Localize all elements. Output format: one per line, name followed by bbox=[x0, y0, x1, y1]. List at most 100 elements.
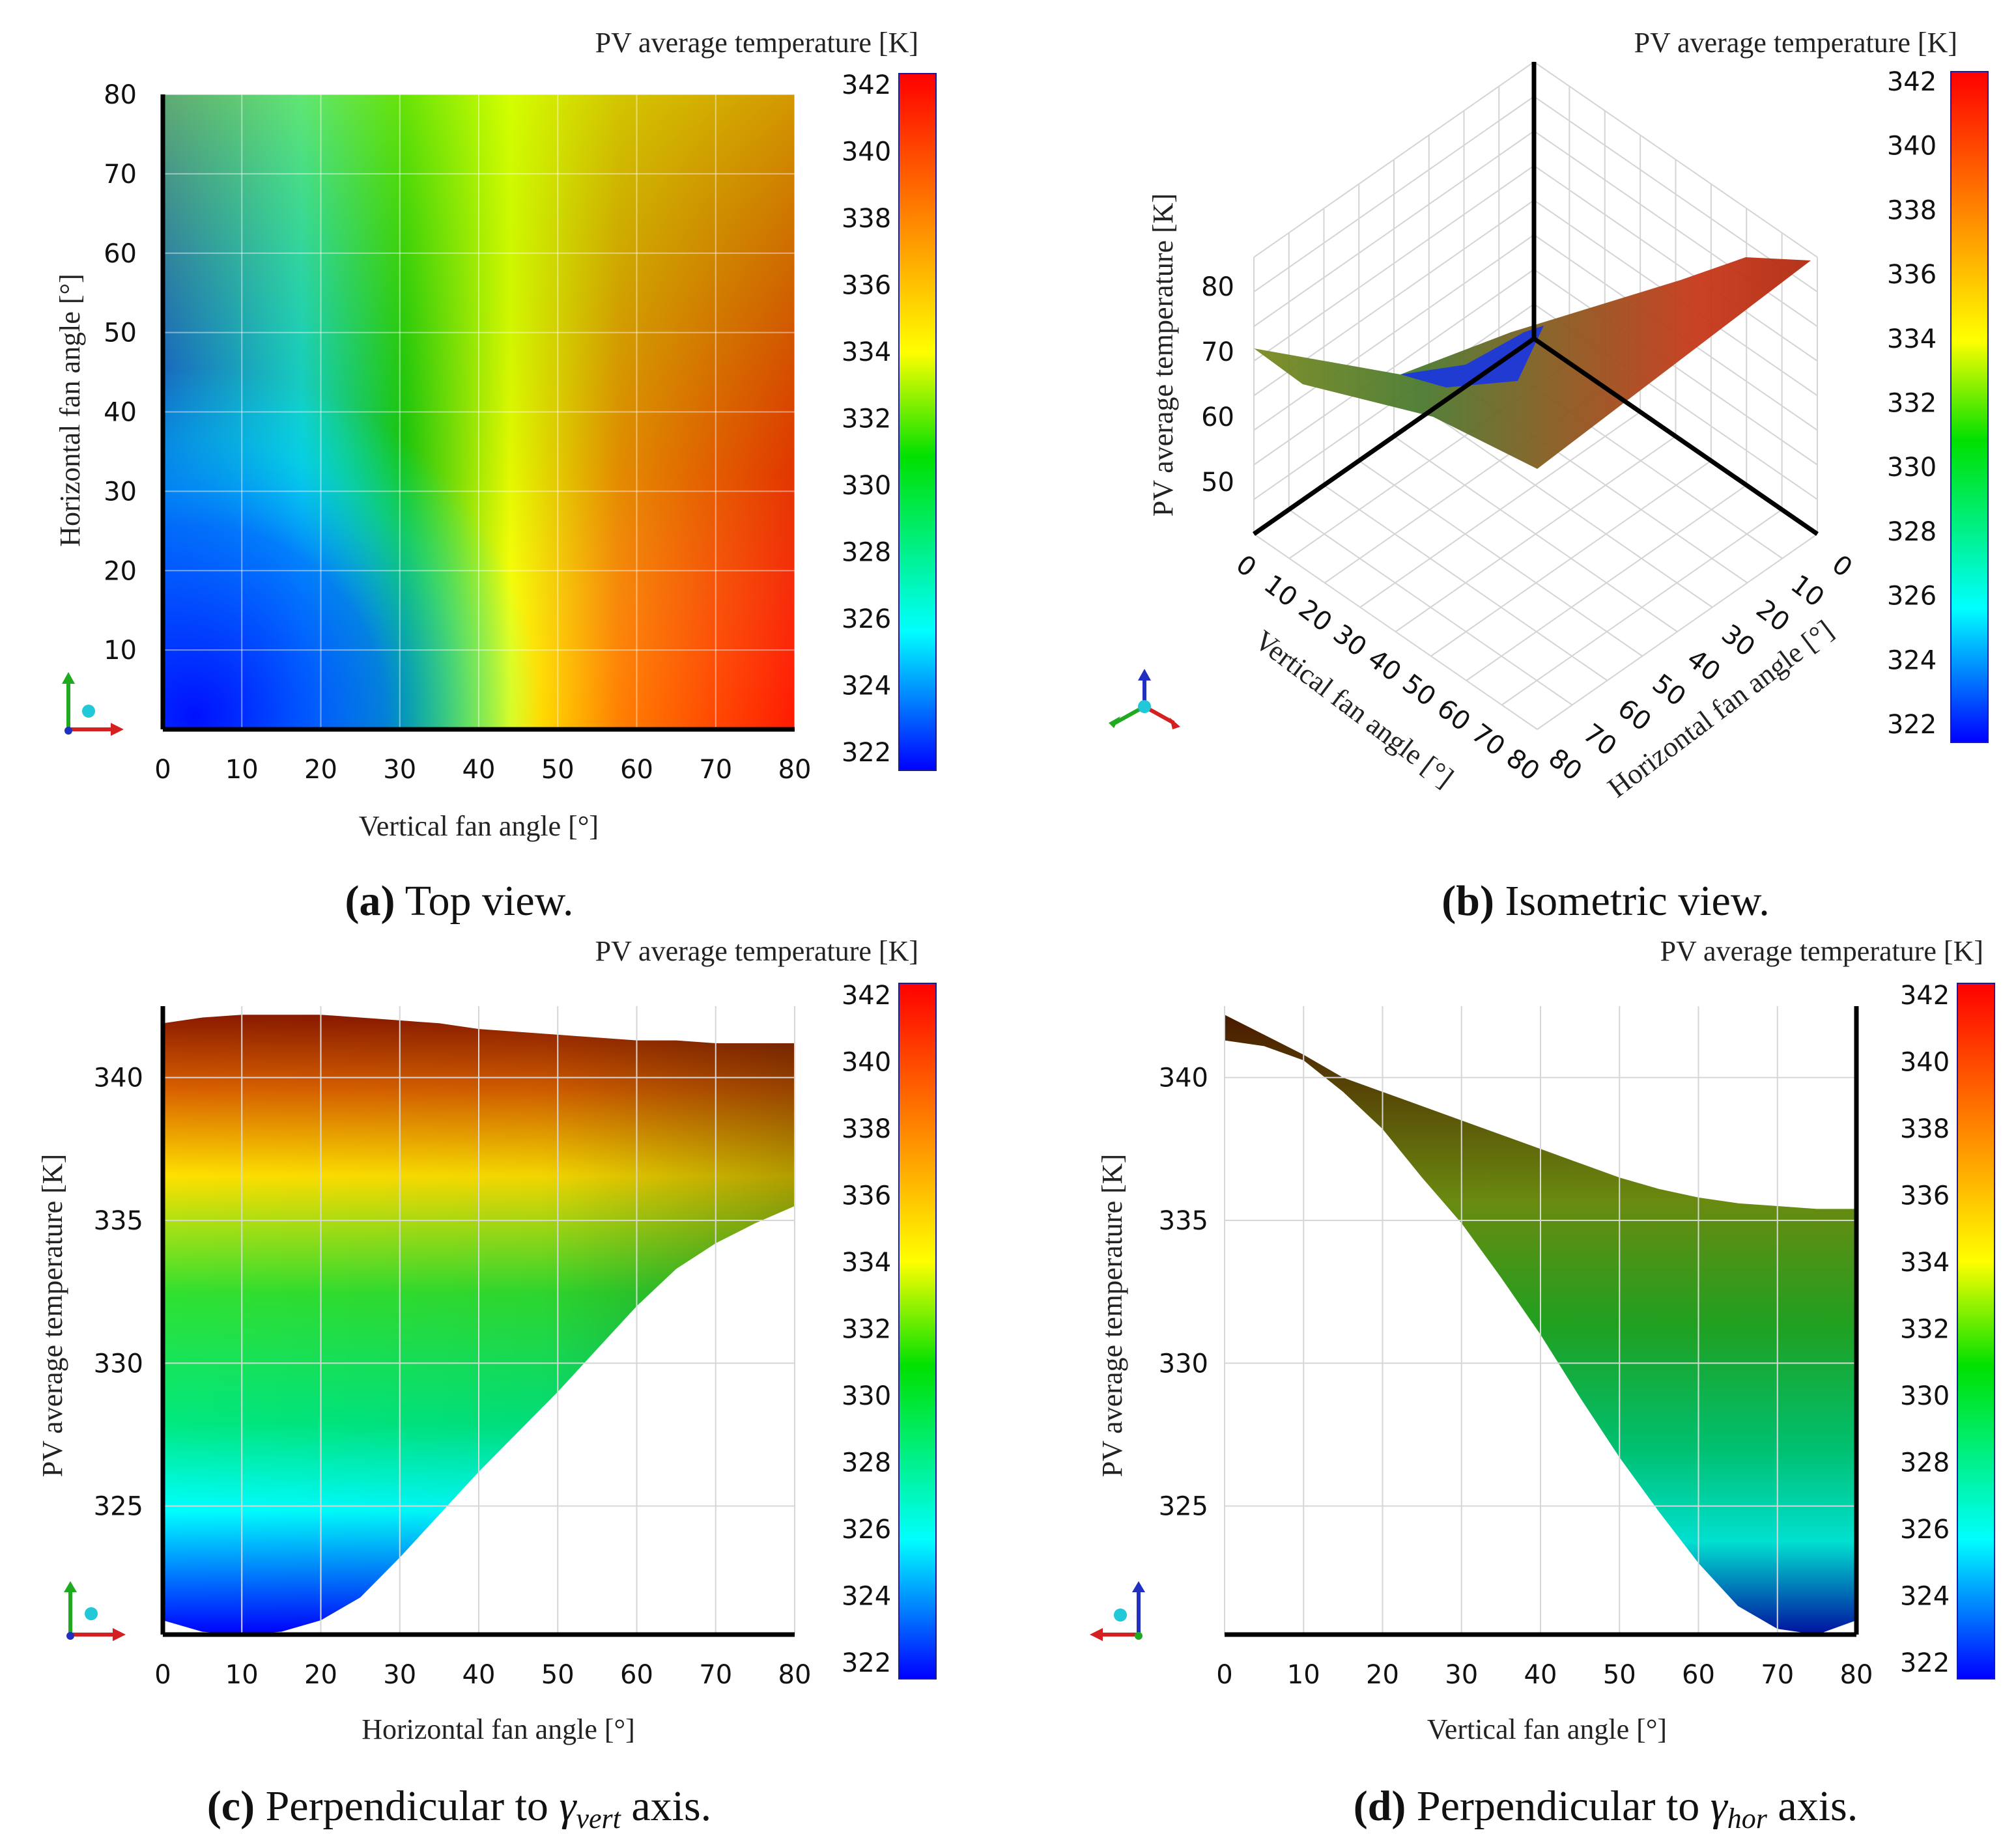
grid bbox=[1224, 1006, 1857, 1635]
colorbar-tick-label: 336 bbox=[842, 1181, 891, 1211]
y-tick-label: 0 bbox=[1826, 550, 1858, 583]
x-tick-label: 50 bbox=[1603, 1660, 1636, 1690]
colorbar-tick-label: 328 bbox=[842, 538, 891, 568]
colorbar-gradient bbox=[898, 983, 937, 1679]
x-tick-label: 40 bbox=[1524, 1660, 1557, 1690]
wall-grid-line bbox=[1253, 268, 1535, 466]
y-tick-label: 30 bbox=[104, 477, 137, 507]
colorbar: PV average temperature [K] 342 340 338 336 3… bbox=[595, 935, 937, 1679]
colorbar-tick-label: 322 bbox=[842, 1648, 891, 1678]
heatmap-blue-region bbox=[163, 94, 795, 729]
y-tick-label: 330 bbox=[94, 1349, 143, 1379]
x-tick-label: 60 bbox=[620, 755, 653, 785]
x-tick-label: 70 bbox=[699, 1660, 732, 1690]
x-tick-label: 80 bbox=[778, 1660, 812, 1690]
caption-a: (a) Top view. bbox=[345, 877, 574, 925]
y-tick-label: 10 bbox=[1785, 569, 1830, 613]
x-tick-labels: 0 10 20 30 40 50 60 70 80 bbox=[1216, 1660, 1873, 1690]
floor-grid-line bbox=[1253, 533, 1538, 730]
colorbar: PV average temperature [K] 342 340 338 336 3… bbox=[1634, 27, 1989, 743]
colorbar-tick-label: 340 bbox=[842, 137, 891, 167]
caption-symbol: γ bbox=[559, 1782, 577, 1830]
z-axis-label: PV average temperature [K] bbox=[1147, 193, 1179, 516]
x-tick-label: 40 bbox=[462, 755, 496, 785]
x-tick-label: 30 bbox=[1327, 619, 1372, 662]
x-tick-label: 0 bbox=[1230, 550, 1262, 583]
y-tick-label: 60 bbox=[104, 239, 137, 269]
colorbar-tick-label: 330 bbox=[842, 471, 891, 501]
colorbar-title: PV average temperature [K] bbox=[595, 935, 918, 967]
colorbar: PV average temperature [K] 342 340 338 336 3… bbox=[1660, 935, 1995, 1679]
colorbar-tick-label: 342 bbox=[842, 70, 891, 100]
colorbar-tick-label: 328 bbox=[1900, 1448, 1950, 1478]
colorbar-gradient bbox=[1950, 71, 1989, 743]
y-tick-label: 80 bbox=[1543, 743, 1587, 787]
y-tick-label: 20 bbox=[104, 556, 137, 586]
floor-grid-line bbox=[1501, 509, 1783, 706]
caption-after: axis. bbox=[621, 1782, 711, 1830]
wall-grid-line bbox=[1253, 130, 1535, 328]
y-tick-label: 330 bbox=[1159, 1349, 1208, 1379]
colorbar-tick-label: 326 bbox=[842, 604, 891, 634]
colorbar-tick-label: 342 bbox=[1900, 981, 1950, 1011]
axis-triad-icon bbox=[64, 1581, 126, 1641]
x-tick-label: 20 bbox=[1293, 594, 1337, 638]
x-tick-labels: 0 10 20 30 40 50 60 70 80 bbox=[154, 755, 811, 785]
surface-mesh bbox=[1254, 257, 1811, 469]
wall-grid-line bbox=[1253, 165, 1535, 362]
colorbar-tick-label: 340 bbox=[1900, 1048, 1950, 1078]
y-tick-label: 50 bbox=[1647, 669, 1691, 712]
y-tick-label: 50 bbox=[104, 318, 137, 348]
colorbar-tick-label: 322 bbox=[1887, 710, 1937, 740]
y-axis-label: Horizontal fan angle [°] bbox=[54, 274, 86, 547]
caption-letter: (a) bbox=[345, 877, 395, 925]
x-axis-label: Horizontal fan angle [°] bbox=[362, 1713, 635, 1745]
caption-symbol: γ bbox=[1711, 1782, 1729, 1830]
colorbar-tick-label: 330 bbox=[842, 1381, 891, 1411]
floor-grid-line bbox=[1395, 436, 1677, 632]
x-tick-label: 60 bbox=[620, 1660, 653, 1690]
x-tick-labels: 0 10 20 30 40 50 60 70 80 bbox=[154, 1660, 811, 1690]
x-tick-label: 20 bbox=[304, 755, 337, 785]
y-tick-labels: 10 20 30 40 50 60 70 80 bbox=[104, 80, 137, 666]
y-tick-label: 70 bbox=[1578, 718, 1622, 762]
y-tick-label: 40 bbox=[1681, 643, 1725, 687]
z-tick-label: 50 bbox=[1201, 468, 1234, 498]
caption-b: (b) Isometric view. bbox=[1441, 877, 1769, 925]
y-tick-label: 340 bbox=[1159, 1063, 1208, 1093]
caption-after: axis. bbox=[1767, 1782, 1858, 1830]
axis-triad-icon bbox=[1109, 669, 1180, 729]
x-tick-label: 50 bbox=[1397, 669, 1441, 712]
colorbar: PV average temperature [K] 342 340 338 336 3… bbox=[595, 27, 937, 771]
colorbar-tick-label: 334 bbox=[1887, 324, 1937, 354]
colorbar-tick-label: 336 bbox=[1900, 1181, 1950, 1211]
colorbar-tick-label: 338 bbox=[842, 1114, 891, 1144]
wall-grid-line bbox=[1253, 234, 1535, 431]
colorbar-title: PV average temperature [K] bbox=[595, 27, 918, 59]
colorbar-tick-label: 324 bbox=[842, 1582, 891, 1612]
colorbar-title: PV average temperature [K] bbox=[1660, 935, 1983, 967]
x-tick-label: 0 bbox=[154, 1660, 171, 1690]
floor-grid-line bbox=[1537, 533, 1818, 730]
z-tick-label: 80 bbox=[1201, 272, 1234, 302]
colorbar-tick-label: 340 bbox=[1887, 132, 1937, 162]
x-tick-label: 50 bbox=[541, 1660, 575, 1690]
wall-grid-line bbox=[1533, 268, 1818, 466]
y-axis-label: PV average temperature [K] bbox=[1096, 1154, 1128, 1477]
axis-triad-icon bbox=[62, 672, 124, 736]
caption-text: Isometric view. bbox=[1494, 877, 1770, 925]
colorbar-tick-label: 326 bbox=[842, 1515, 891, 1545]
floor-grid-line bbox=[1430, 460, 1712, 657]
caption-letter: (b) bbox=[1441, 877, 1494, 925]
x-tick-label: 40 bbox=[1362, 643, 1406, 687]
grid bbox=[162, 94, 795, 729]
x-tick-label: 0 bbox=[1216, 1660, 1232, 1690]
colorbar-tick-label: 326 bbox=[1900, 1515, 1950, 1545]
x-tick-label: 80 bbox=[1840, 1660, 1873, 1690]
caption-letter: (c) bbox=[207, 1782, 255, 1830]
panel-c-perpendicular-vert: 0 10 20 30 40 50 60 70 80 325 330 335 340 Horizonta… bbox=[36, 935, 937, 1834]
colorbar-tick-label: 338 bbox=[1900, 1114, 1950, 1144]
x-tick-label: 10 bbox=[1287, 1660, 1320, 1690]
